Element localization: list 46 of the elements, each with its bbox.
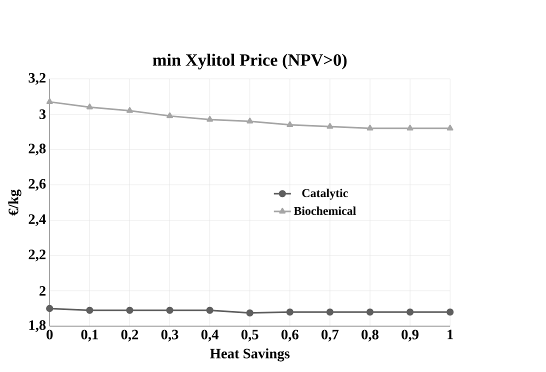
point [286, 308, 294, 316]
y-tick-label: 2,6 [28, 179, 46, 191]
x-tick-label: 0,2 [121, 330, 138, 342]
y-tick-label: 1,8 [29, 320, 46, 332]
legend-label: Biochemical [294, 206, 356, 216]
point [86, 104, 93, 110]
point [86, 306, 94, 314]
point [126, 306, 134, 314]
point [206, 306, 214, 314]
y-tick-label: 2,4 [28, 214, 46, 226]
x-tick-label: 0,1 [81, 330, 98, 342]
point [46, 98, 53, 104]
legend-label: Catalytic [302, 188, 348, 200]
point [406, 124, 414, 131]
x-tick-label: 0,4 [201, 330, 219, 342]
point [406, 308, 414, 316]
x-tick-label: 0,6 [281, 330, 298, 342]
point [286, 121, 294, 128]
x-tick-label: 0,5 [241, 330, 258, 342]
point [126, 107, 133, 114]
y-tick-label: 3,2 [28, 73, 46, 85]
point [246, 310, 254, 317]
point [206, 116, 214, 122]
x-tick-label: 0,7 [322, 330, 339, 342]
x-axis-title: Heat Savings [210, 348, 290, 362]
point [446, 308, 454, 316]
x-tick-label: 0 [46, 330, 53, 340]
x-tick-label: 0,9 [402, 330, 418, 342]
y-tick-label: 3 [39, 110, 46, 120]
point [46, 305, 54, 312]
x-tick-label: 0,8 [362, 330, 378, 342]
y-tick-label: 2 [40, 286, 46, 296]
point [326, 308, 334, 316]
x-tick-label: 1 [448, 330, 453, 340]
point [326, 123, 334, 129]
chart-title: min Xylitol Price (NPV>0) [152, 54, 347, 70]
point [366, 124, 374, 131]
y-axis-title: €/kg [8, 190, 22, 216]
point [246, 118, 254, 124]
point [366, 308, 374, 316]
point [446, 124, 454, 131]
point [166, 306, 174, 314]
y-tick-label: 2,8 [28, 144, 46, 156]
y-tick-label: 2,2 [28, 250, 46, 262]
x-tick-label: 0,3 [161, 330, 178, 342]
point [166, 112, 173, 118]
